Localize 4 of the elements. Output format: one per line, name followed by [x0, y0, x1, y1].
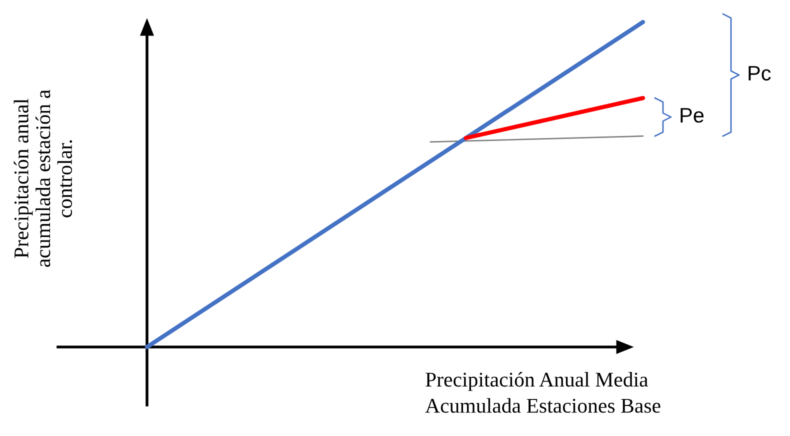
text: Pc: [748, 66, 771, 81]
y-axis-title: Precipitación anual acumulada estación a controlar.: [14, 90, 72, 267]
x-axis-title: Precipitación Anual Media Acumulada Estaciones Base: [425, 372, 660, 413]
text: Pe: [680, 108, 704, 123]
